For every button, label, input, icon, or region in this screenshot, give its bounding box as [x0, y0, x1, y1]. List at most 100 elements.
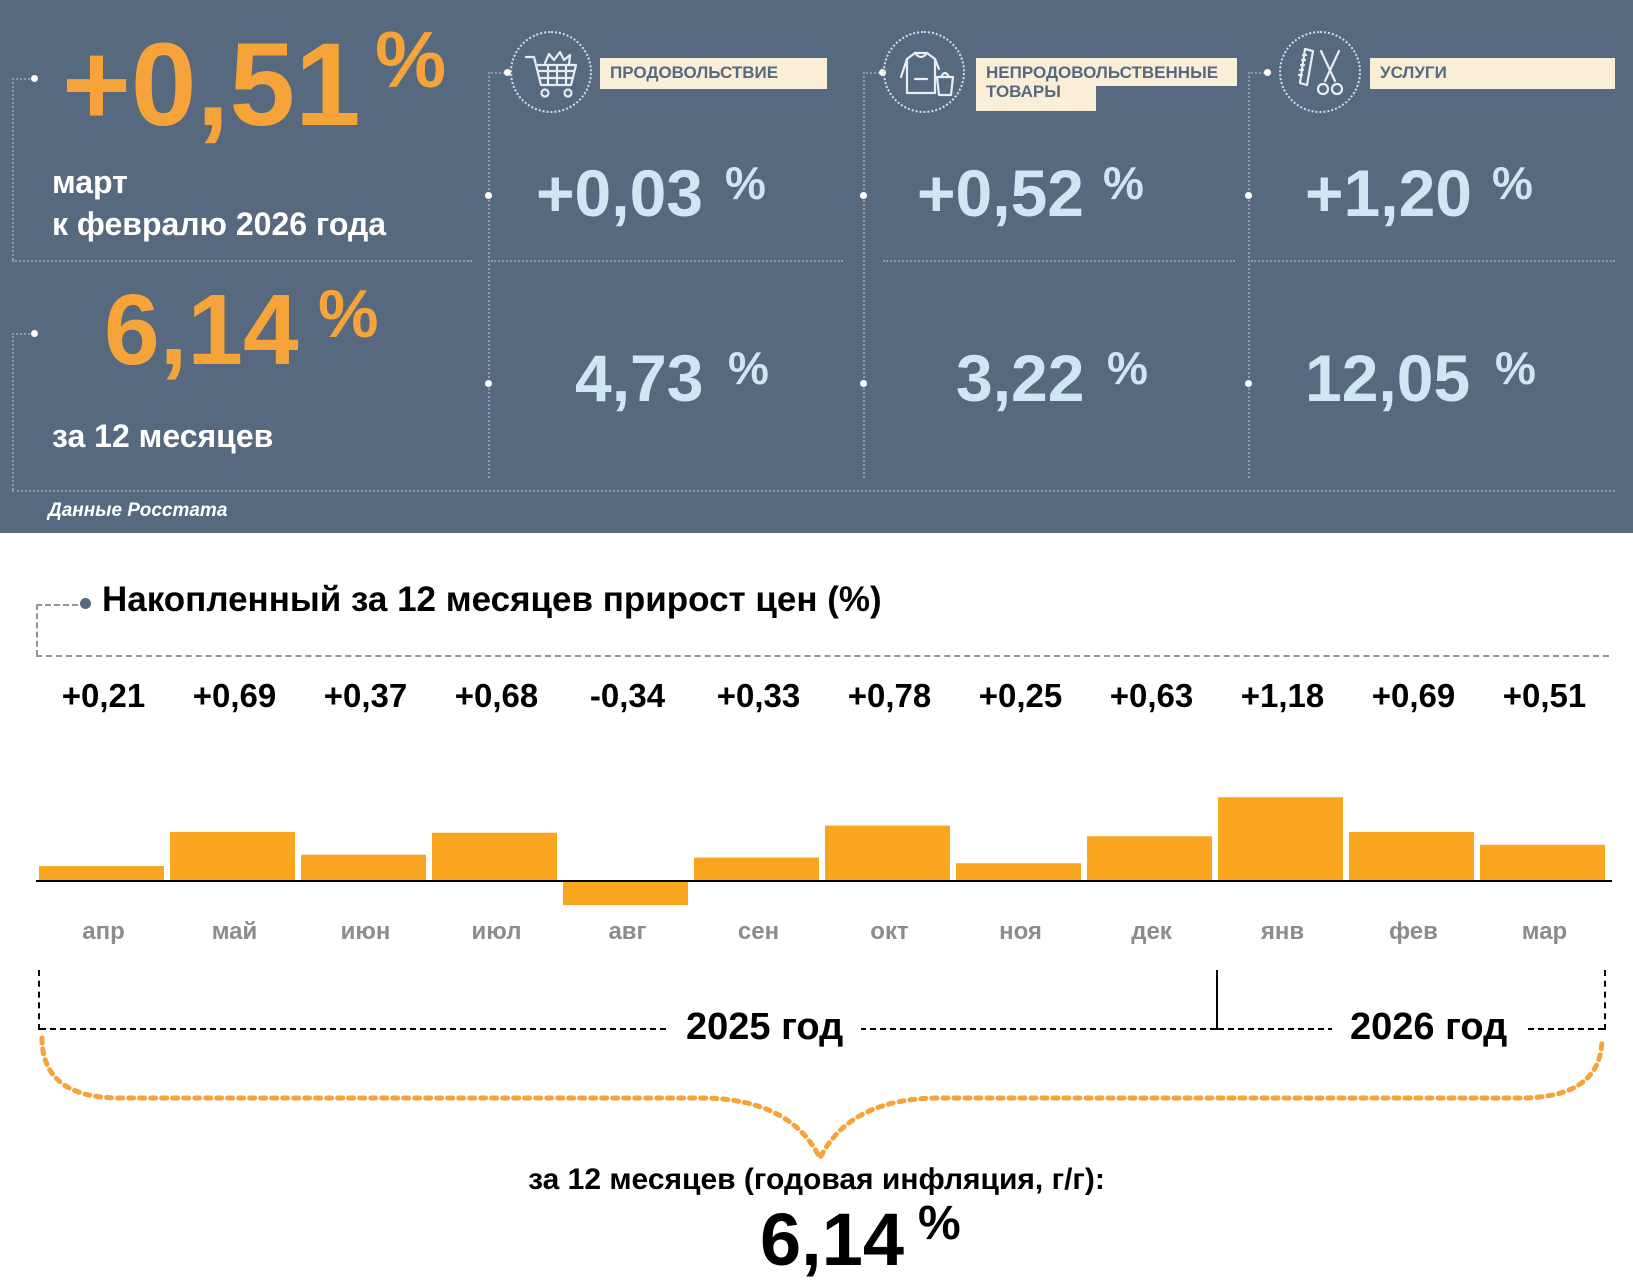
year-bracket-divider [1216, 970, 1218, 1030]
bullet-dot [504, 69, 511, 76]
year-bracket-left [38, 970, 40, 1030]
value-label-сен: +0,33 [716, 677, 801, 714]
month-label-сен: сен [737, 918, 780, 945]
month-label-ноя: ноя [999, 918, 1042, 945]
monthly-inflation-value: +0,51 [62, 19, 361, 151]
month-label-май: май [211, 918, 258, 945]
inflation-summary-panel: +0,51 % март к февралю 2026 года 6,14 % … [0, 0, 1633, 533]
data-source-note: Данные Росстата [48, 500, 228, 521]
bullet-dot [879, 69, 886, 76]
bar-мар [1480, 844, 1605, 881]
divider-line [12, 490, 1615, 492]
value-label-авг: -0,34 [589, 677, 666, 714]
divider-line [36, 655, 1609, 657]
connector-line [36, 604, 38, 656]
year-label-2026: 2026 год [1332, 1006, 1526, 1049]
monthly-percent-sign: % [375, 15, 447, 104]
nonfood-annual-percent: % [1107, 342, 1148, 394]
bullet-dot [1245, 192, 1252, 199]
monthly-caption-line2: к февралю 2026 года [52, 206, 387, 242]
connector-line [1248, 72, 1268, 74]
food-annual-percent: % [728, 342, 769, 394]
annual-caption: за 12 месяцев [52, 418, 274, 454]
month-label-апр: апр [82, 918, 125, 945]
annual-inflation-value: 6,14 [104, 274, 299, 386]
food-annual-value: 4,73 [575, 341, 704, 415]
connector-line [488, 72, 508, 74]
category-label-nonfood-line2: ТОВАРЫ [976, 82, 1096, 111]
divider-line [1251, 260, 1615, 262]
year-bracket-right [1604, 970, 1606, 1030]
bullet-dot [485, 380, 492, 387]
value-label-июн: +0,37 [323, 677, 408, 714]
month-label-окт: окт [870, 918, 909, 945]
monthly-caption-line1: март [52, 164, 128, 200]
food-monthly-percent: % [725, 157, 766, 209]
month-label-июн: июн [340, 918, 391, 945]
food-monthly-value: +0,03 [536, 156, 703, 230]
scissors-comb-icon [1279, 31, 1361, 113]
services-annual-value: 12,05 [1305, 341, 1471, 415]
services-annual-percent: % [1495, 342, 1536, 394]
connector-line [12, 78, 14, 260]
month-label-июл: июл [471, 918, 522, 945]
value-label-дек: +0,63 [1109, 677, 1194, 714]
bullet-dot [860, 192, 867, 199]
nonfood-annual-value: 3,22 [956, 341, 1085, 415]
clothing-icon [883, 31, 965, 113]
bullet-dot [860, 380, 867, 387]
nonfood-monthly-value: +0,52 [917, 156, 1084, 230]
bar-май [170, 832, 295, 881]
category-label-nonfood-line1: НЕПРОДОВОЛЬСТВЕННЫЕ [976, 58, 1237, 86]
connector-line [12, 78, 34, 80]
bar-июн [301, 854, 426, 881]
bar-ноя [956, 863, 1081, 881]
shopping-cart-icon [510, 31, 592, 113]
value-label-апр: +0,21 [61, 677, 146, 714]
bar-янв [1218, 797, 1343, 881]
bar-фев [1349, 832, 1474, 881]
services-monthly-value: +1,20 [1305, 156, 1472, 230]
bar-авг [563, 881, 688, 906]
bullet-dot [1245, 380, 1252, 387]
bar-июл [432, 832, 557, 881]
value-label-май: +0,69 [192, 677, 277, 714]
year-label-2025: 2025 год [668, 1006, 862, 1049]
year-line-2025 [40, 1028, 1216, 1030]
value-label-янв: +1,18 [1240, 677, 1325, 714]
value-label-окт: +0,78 [847, 677, 932, 714]
annual-total-value: 6,14 [760, 1198, 905, 1281]
divider-line [883, 260, 1235, 262]
annual-percent-sign: % [318, 276, 379, 352]
value-label-мар: +0,51 [1502, 677, 1587, 714]
bar-апр [39, 866, 164, 881]
column-divider [863, 72, 865, 478]
month-label-мар: мар [1521, 918, 1568, 945]
bullet-dot [485, 192, 492, 199]
value-label-июл: +0,68 [454, 677, 539, 714]
value-label-фев: +0,69 [1371, 677, 1456, 714]
annual-total-percent: % [918, 1197, 961, 1250]
connector-line [36, 604, 78, 606]
annual-total-caption: за 12 месяцев (годовая инфляция, г/г): [528, 1163, 1105, 1196]
bullet-dot [31, 330, 38, 337]
bar-окт [825, 825, 950, 881]
nonfood-monthly-percent: % [1103, 157, 1144, 209]
bullet-dot [80, 598, 91, 609]
connector-line [12, 333, 14, 490]
chart-title: Накопленный за 12 месяцев прирост цен (%… [102, 580, 882, 619]
bullet-dot [1264, 69, 1271, 76]
month-label-дек: дек [1131, 918, 1172, 945]
category-label-services: УСЛУГИ [1370, 58, 1615, 89]
divider-line [491, 260, 843, 262]
value-label-ноя: +0,25 [978, 677, 1063, 714]
connector-line [863, 72, 883, 74]
divider-line [12, 260, 472, 262]
month-label-янв: янв [1260, 918, 1305, 945]
bar-сен [694, 857, 819, 881]
bullet-dot [31, 75, 38, 82]
month-label-фев: фев [1389, 918, 1438, 945]
services-monthly-percent: % [1492, 157, 1533, 209]
